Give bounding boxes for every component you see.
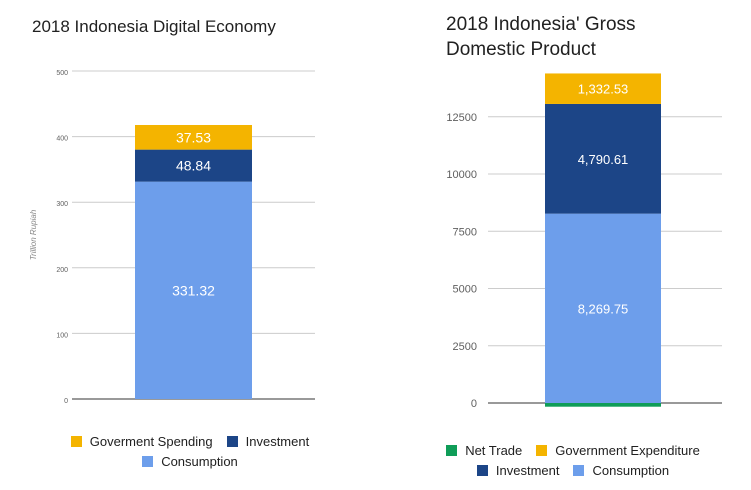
legend-item-investment: Investment [476,461,560,481]
bar-segment-net-trade [545,403,661,407]
chart-legend: Goverment Spending Investment Consumption [20,432,360,472]
y-axis-label: Trillion Rupiah [29,209,38,260]
gdp-plot: 02500500075001000012500-161.778,269.754,… [446,73,722,410]
legend-label: Investment [245,434,310,449]
legend-swatch [476,465,488,476]
chart-title-line-2: Domestic Product [446,39,596,60]
legend-row: Net Trade Government Expenditure [395,441,751,461]
y-tick-label: 0 [471,398,477,410]
chart-title-line-1: 2018 Indonesia' Gross [446,14,636,35]
y-tick-label: 100 [56,332,68,339]
y-tick-label: 7500 [453,226,477,238]
legend-swatch [226,436,238,447]
y-tick-label: 2500 [453,341,477,353]
y-tick-label: 300 [56,201,68,208]
legend-item-investment: Investment [226,432,310,452]
data-label-government-expenditure: 1,332.53 [578,82,629,97]
gdp-chart: 2018 Indonesia' Gross Domestic Product 0… [375,0,751,490]
legend-item-government-expenditure: Government Expenditure [536,441,700,461]
legend-label: Government Expenditure [555,443,700,458]
legend-label: Consumption [161,454,238,469]
legend-label: Consumption [592,463,670,478]
legend-swatch [573,465,585,476]
y-tick-label: 5000 [453,284,477,296]
legend-item-net-trade: Net Trade [446,441,522,461]
y-tick-label: 12500 [446,112,477,124]
legend-item-goverment-spending: Goverment Spending [70,432,213,452]
chart-title: 2018 Indonesia' Gross Domestic Product [446,12,706,62]
data-label-goverment-spending: 37.53 [176,129,211,145]
y-tick-label: 500 [56,70,68,77]
chart-legend: Net Trade Government Expenditure Investmen… [395,441,751,481]
legend-item-consumption: Consumption [573,461,669,481]
digital-economy-plot: 0 100 200 300 400 500 Trillion Rupiah 331.32 48.… [29,70,315,405]
bar-segment-goverment-spending [135,124,252,150]
bar-segment-consumption [135,181,252,399]
data-label-consumption: 8,269.75 [578,301,629,316]
chart-title: 2018 Indonesia Digital Economy [32,17,276,36]
y-tick-label: 400 [56,136,68,143]
legend-label: Investment [495,463,560,478]
legend-row: Investment Consumption [395,461,751,481]
legend-swatch [70,436,82,447]
y-tick-label: 200 [56,267,68,274]
data-label-investment: 48.84 [176,158,211,174]
y-tick-label: 10000 [446,169,477,181]
legend-row: Consumption [20,452,360,472]
digital-economy-chart: 2018 Indonesia Digital Economy 0 100 200 30… [0,0,375,490]
bar-segment-government-expenditure [545,73,661,104]
legend-row: Goverment Spending Investment [20,432,360,452]
legend-label: Goverment Spending [89,434,213,449]
legend-swatch [536,445,548,456]
bar-segment-investment [545,103,661,214]
legend-item-consumption: Consumption [142,452,238,472]
data-label-consumption: 331.32 [172,282,215,298]
y-tick-label: 0 [64,398,68,405]
legend-swatch [142,456,154,467]
legend-label: Net Trade [465,443,523,458]
bar-segment-investment [135,149,252,182]
bar-segment-consumption [545,213,661,403]
legend-swatch [446,445,458,456]
data-label-investment: 4,790.61 [578,152,629,167]
